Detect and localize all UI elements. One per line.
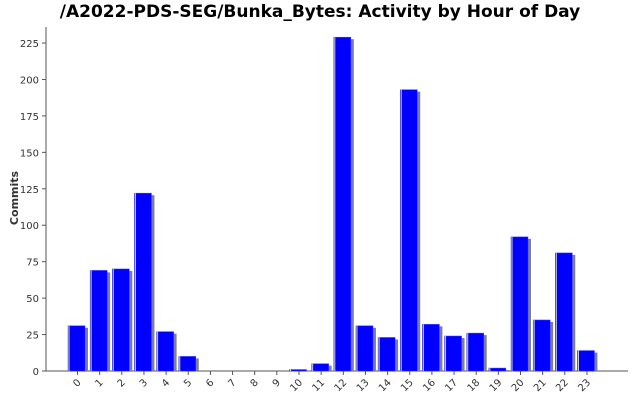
bar xyxy=(555,252,573,372)
x-tick-label: 3 xyxy=(138,377,150,389)
x-tick-label: 13 xyxy=(355,377,372,394)
y-tick-label: 125 xyxy=(20,185,39,196)
bar xyxy=(400,89,418,372)
x-tick-label: 16 xyxy=(421,377,438,394)
bar xyxy=(444,335,462,372)
x-tick-label: 18 xyxy=(466,377,483,394)
x-tick-label: 14 xyxy=(377,377,394,394)
bar xyxy=(311,363,329,372)
x-tick-label: 6 xyxy=(204,377,216,389)
y-tick-label: 150 xyxy=(20,148,39,159)
y-tick-label: 75 xyxy=(26,258,39,269)
x-tick-label: 22 xyxy=(554,377,571,394)
y-tick-label: 225 xyxy=(20,39,39,50)
bar xyxy=(134,192,152,372)
y-tick-label: 50 xyxy=(26,294,39,305)
x-tick-label: 23 xyxy=(576,377,593,394)
bar xyxy=(466,332,484,372)
bar xyxy=(488,367,507,372)
bar xyxy=(289,369,307,372)
x-tick-label: 0 xyxy=(71,377,83,389)
x-tick-label: 8 xyxy=(249,377,261,389)
bar xyxy=(112,268,130,372)
x-tick-label: 17 xyxy=(443,377,460,394)
y-axis-label: Commits xyxy=(8,170,21,225)
bar xyxy=(156,331,174,372)
bar xyxy=(333,36,352,372)
bar xyxy=(422,324,440,372)
y-tick-label: 175 xyxy=(20,112,39,123)
bar xyxy=(178,356,196,372)
chart-title: /A2022-PDS-SEG/Bunka_Bytes: Activity by … xyxy=(59,2,581,22)
y-tick-label: 0 xyxy=(33,367,39,378)
y-tick-label: 200 xyxy=(20,75,39,86)
x-tick-label: 2 xyxy=(116,377,128,389)
bar xyxy=(510,236,529,372)
y-tick-label: 25 xyxy=(26,331,39,342)
x-tick-label: 4 xyxy=(160,377,172,389)
x-tick-label: 10 xyxy=(288,377,305,394)
bar xyxy=(355,325,374,372)
x-tick-label: 9 xyxy=(271,377,283,389)
x-tick-label: 1 xyxy=(93,377,105,389)
x-tick-label: 5 xyxy=(182,377,194,389)
bar xyxy=(532,319,551,372)
x-tick-label: 19 xyxy=(488,377,505,394)
x-tick-label: 21 xyxy=(532,377,549,394)
x-tick-label: 11 xyxy=(310,377,327,394)
x-tick-label: 20 xyxy=(510,377,527,394)
bar xyxy=(577,350,595,372)
bar xyxy=(377,337,396,372)
bar xyxy=(67,325,86,372)
bar xyxy=(89,270,108,372)
x-tick-label: 15 xyxy=(399,377,416,394)
y-tick-label: 100 xyxy=(20,221,39,232)
x-tick-label: 12 xyxy=(333,377,350,394)
x-tick-label: 7 xyxy=(226,377,238,389)
